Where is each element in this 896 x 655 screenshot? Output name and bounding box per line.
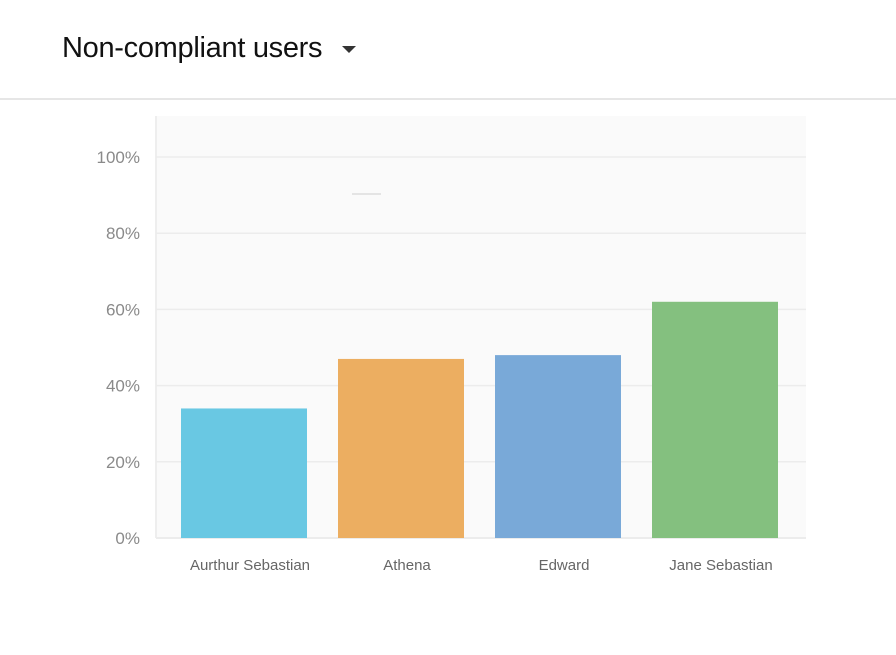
bar-aurthur-sebastian[interactable] [181, 408, 307, 538]
y-tick-label: 0% [115, 529, 140, 548]
x-tick-label: Athena [383, 557, 431, 574]
chart-container: 0% 20% 40% 60% 80% 100% Aurthur Sebastian Athe… [0, 100, 896, 650]
caret-down-icon[interactable] [342, 46, 356, 53]
page-header: Non-compliant users [0, 0, 896, 100]
x-tick-labels: Aurthur Sebastian Athena Edward Jane Sebast… [190, 557, 773, 574]
bar-chart: 0% 20% 40% 60% 80% 100% Aurthur Sebastian Athe… [0, 100, 896, 650]
page-title: Non-compliant users [62, 32, 322, 65]
bar-jane-sebastian[interactable] [652, 302, 778, 538]
x-tick-label: Jane Sebastian [669, 557, 772, 574]
bar-edward[interactable] [495, 355, 621, 538]
y-tick-label: 40% [106, 377, 140, 396]
y-tick-label: 100% [97, 148, 140, 167]
y-tick-labels: 0% 20% 40% 60% 80% 100% [97, 148, 140, 548]
y-tick-label: 60% [106, 300, 140, 319]
y-tick-label: 80% [106, 224, 140, 243]
report-selector[interactable]: Non-compliant users [62, 32, 356, 65]
x-tick-label: Aurthur Sebastian [190, 557, 310, 574]
bar-athena[interactable] [338, 359, 464, 538]
y-tick-label: 20% [106, 453, 140, 472]
x-tick-label: Edward [539, 557, 590, 574]
